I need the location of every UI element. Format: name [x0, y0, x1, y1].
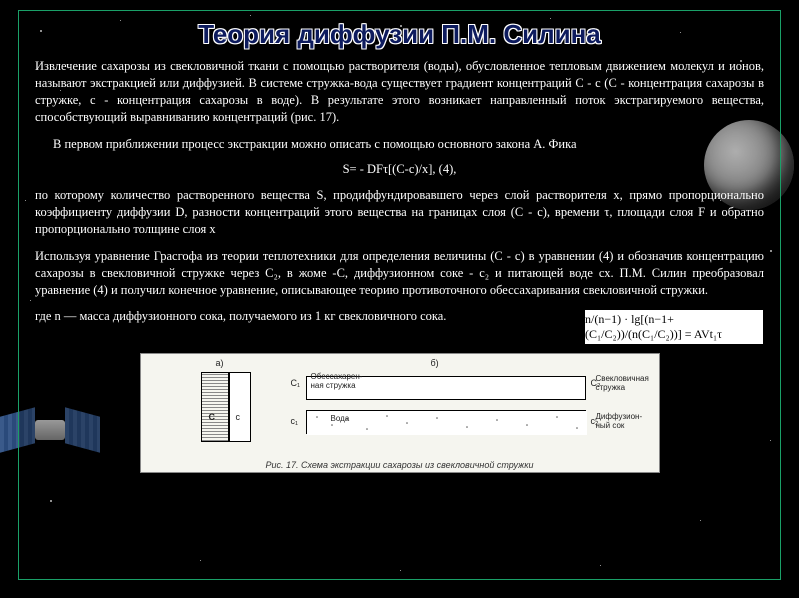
paragraph-intro: Извлечение сахарозы из свекловичной ткан…	[35, 58, 764, 126]
diagram-a-chip	[201, 372, 229, 442]
label-fresh: Свекловичная стружка	[596, 374, 649, 392]
equation-image: n/(n−1) · lg[(n−1+(C₁/C₂))/(n(C₁/C₂))] =…	[584, 309, 764, 345]
diagram-a-c: c	[236, 412, 241, 422]
label-water: Вода	[331, 414, 350, 423]
formula-fick: S= - DFτ[(C-c)/x], (4),	[35, 162, 764, 177]
diagram-label-a: а)	[216, 358, 224, 368]
figure-17: а) б) C c C₁ C₂ c₁ c₂ Обессахарен- ная с…	[140, 353, 660, 473]
paragraph-fick: В первом приближении процесс экстракции …	[35, 136, 764, 153]
diagram-a-C: C	[209, 412, 216, 422]
bottom-row: где n — масса диффузионного сока, получа…	[35, 309, 764, 345]
content-frame: Теория диффузии П.М. Силина Извлечение с…	[18, 10, 781, 580]
diagram-caption: Рис. 17. Схема экстракции сахарозы из св…	[141, 460, 659, 470]
where-clause: где n — масса диффузионного сока, получа…	[35, 309, 574, 324]
diagram-a-water	[229, 372, 251, 442]
paragraph-explain: по которому количество растворенного вещ…	[35, 187, 764, 238]
paragraph-grashof: Используя уравнение Грасгофа из теории т…	[35, 248, 764, 299]
diagram-b-c1: c₁	[291, 416, 299, 426]
slide-title: Теория диффузии П.М. Силина	[35, 19, 764, 50]
diagram-label-b: б)	[431, 358, 439, 368]
diagram-b-C1: C₁	[291, 378, 301, 388]
label-juice: Диффузион- ный сок	[596, 412, 643, 430]
label-deplete: Обессахарен- ная стружка	[311, 372, 363, 390]
